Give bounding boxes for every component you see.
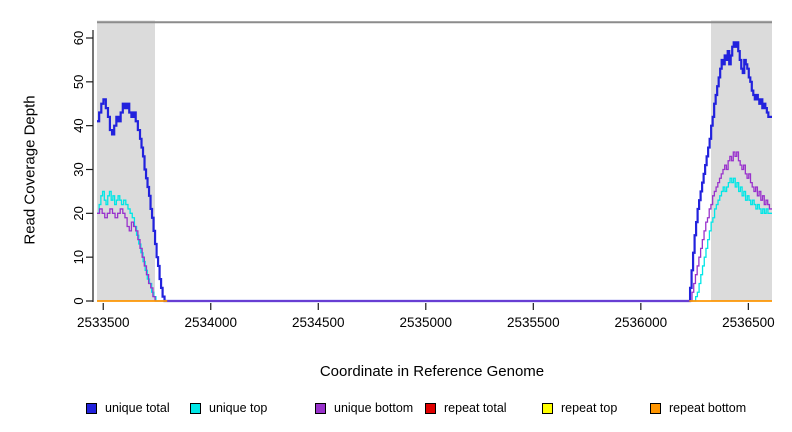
- legend-item-repeat-top: repeat top: [542, 401, 617, 415]
- series-unique-total-line: [97, 41, 772, 303]
- legend-label: unique bottom: [334, 401, 414, 415]
- x-tick-label: 2533500: [77, 315, 130, 330]
- y-tick-label: 10: [71, 250, 86, 264]
- y-tick-label: 20: [71, 206, 86, 220]
- x-tick-label: 2535000: [400, 315, 453, 330]
- legend-item-unique-top: unique top: [190, 401, 267, 415]
- y-axis-title: Read Coverage Depth: [21, 95, 39, 245]
- x-tick-label: 2535500: [507, 315, 560, 330]
- series-unique-bottom-line: [97, 151, 772, 302]
- y-tick-label: 60: [71, 31, 86, 45]
- legend-item-unique-total: unique total: [86, 401, 170, 415]
- shaded-region: [97, 20, 156, 301]
- unique-total-swatch-icon: [86, 402, 97, 414]
- y-tick-label: 40: [71, 118, 86, 132]
- x-tick-label: 2534500: [292, 315, 345, 330]
- x-tick-label: 2534000: [184, 315, 237, 330]
- legend-label: repeat bottom: [669, 401, 747, 415]
- y-tick-label: 30: [71, 162, 86, 176]
- series-unique-top-line: [97, 177, 772, 302]
- repeat-bottom-swatch-icon: [650, 402, 661, 414]
- legend-label: unique top: [209, 401, 268, 415]
- repeat-top-swatch-icon: [542, 402, 553, 414]
- legend-label: repeat total: [444, 401, 507, 415]
- x-tick-label: 2536000: [615, 315, 668, 330]
- legend-item-repeat-total: repeat total: [425, 401, 507, 415]
- y-tick-label: 0: [71, 297, 86, 304]
- repeat-total-swatch-icon: [425, 402, 436, 414]
- x-tick-label: 2536500: [722, 315, 775, 330]
- legend-label: repeat top: [561, 401, 618, 415]
- legend-item-unique-bottom: unique bottom: [315, 401, 413, 415]
- legend-label: unique total: [105, 401, 170, 415]
- x-axis-title: Coordinate in Reference Genome: [319, 363, 545, 380]
- unique-bottom-swatch-icon: [315, 402, 326, 414]
- y-tick-label: 50: [71, 75, 86, 89]
- unique-top-swatch-icon: [190, 402, 201, 414]
- legend-item-repeat-bottom: repeat bottom: [650, 401, 746, 415]
